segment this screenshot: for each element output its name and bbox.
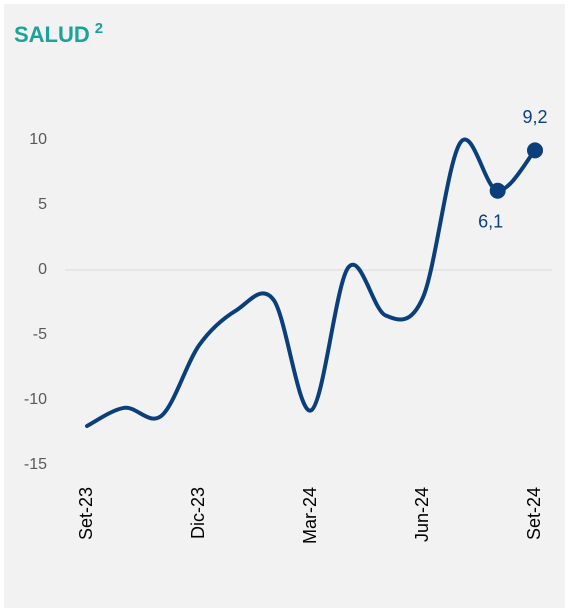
chart-title: SALUD 2 <box>14 20 103 47</box>
y-tick-label: -5 <box>33 326 47 343</box>
x-tick-label: Mar-24 <box>300 487 320 544</box>
y-tick-label: -10 <box>24 391 47 408</box>
data-label: 9,2 <box>522 107 547 127</box>
line <box>85 137 537 428</box>
y-tick-label: -15 <box>24 456 47 473</box>
data-label: 6,1 <box>478 211 503 231</box>
point-marker <box>489 182 506 199</box>
card <box>4 4 565 608</box>
x-tick-label: Dic-23 <box>188 487 208 539</box>
x-tick-label: Set-24 <box>524 487 544 540</box>
x-tick-label: Jun-24 <box>412 487 432 542</box>
y-tick-label: 0 <box>38 261 47 278</box>
y-tick-label: 10 <box>29 131 47 148</box>
x-tick-label: Set-23 <box>76 487 96 540</box>
point-marker <box>527 142 543 159</box>
title-text: SALUD <box>14 22 90 47</box>
y-tick-label: 5 <box>38 196 47 213</box>
title-note: 2 <box>95 20 103 37</box>
